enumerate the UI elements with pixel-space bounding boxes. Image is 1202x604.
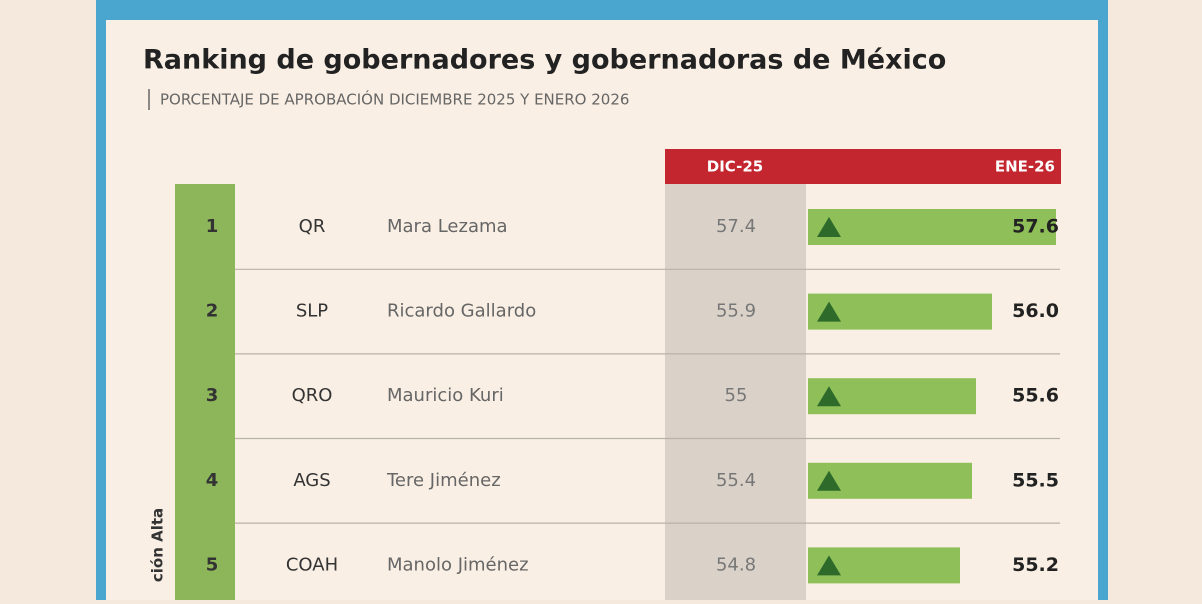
column-label: ENE-26 xyxy=(995,158,1055,176)
rank: 3 xyxy=(206,385,219,406)
previous-value: 54.8 xyxy=(716,554,756,575)
name: Mauricio Kuri xyxy=(387,385,504,406)
state: COAH xyxy=(286,554,338,575)
bar xyxy=(808,462,972,499)
current-value: 55.2 xyxy=(1012,554,1059,576)
rank: 1 xyxy=(206,216,219,237)
name: Ricardo Gallardo xyxy=(387,301,536,322)
previous-value: 57.4 xyxy=(716,216,756,237)
state: QR xyxy=(299,216,326,237)
previous-column xyxy=(665,184,806,604)
title: Ranking de gobernadores y gobernadoras d… xyxy=(143,45,946,76)
name: Tere Jiménez xyxy=(386,470,501,491)
name: Mara Lezama xyxy=(387,216,508,237)
up-arrow xyxy=(817,217,841,237)
rank: 2 xyxy=(206,301,219,322)
state: SLP xyxy=(296,301,328,322)
rank-column xyxy=(175,184,235,604)
previous-value: 55.9 xyxy=(716,301,756,322)
bar xyxy=(808,293,992,330)
rank: 5 xyxy=(206,554,219,575)
subtitle: PORCENTAJE DE APROBACIÓN DICIEMBRE 2025 … xyxy=(160,90,629,109)
previous-value: 55.4 xyxy=(716,470,756,491)
up-arrow xyxy=(817,386,841,407)
current-value: 56.0 xyxy=(1012,300,1059,322)
state: AGS xyxy=(293,470,330,491)
name: Manolo Jiménez xyxy=(387,554,529,575)
state: QRO xyxy=(292,385,333,406)
column-header xyxy=(665,149,1061,184)
up-arrow xyxy=(817,301,841,322)
current-value: 55.6 xyxy=(1012,385,1059,407)
column-label: DIC-25 xyxy=(707,158,763,176)
up-arrow xyxy=(817,470,841,491)
current-value: 55.5 xyxy=(1012,469,1059,491)
current-value: 57.6 xyxy=(1012,216,1059,238)
bar xyxy=(808,378,976,415)
up-arrow xyxy=(817,555,841,576)
rank: 4 xyxy=(206,470,219,491)
bar xyxy=(808,209,1056,245)
previous-value: 55 xyxy=(725,385,748,406)
side-label: ción Alta xyxy=(149,508,167,582)
